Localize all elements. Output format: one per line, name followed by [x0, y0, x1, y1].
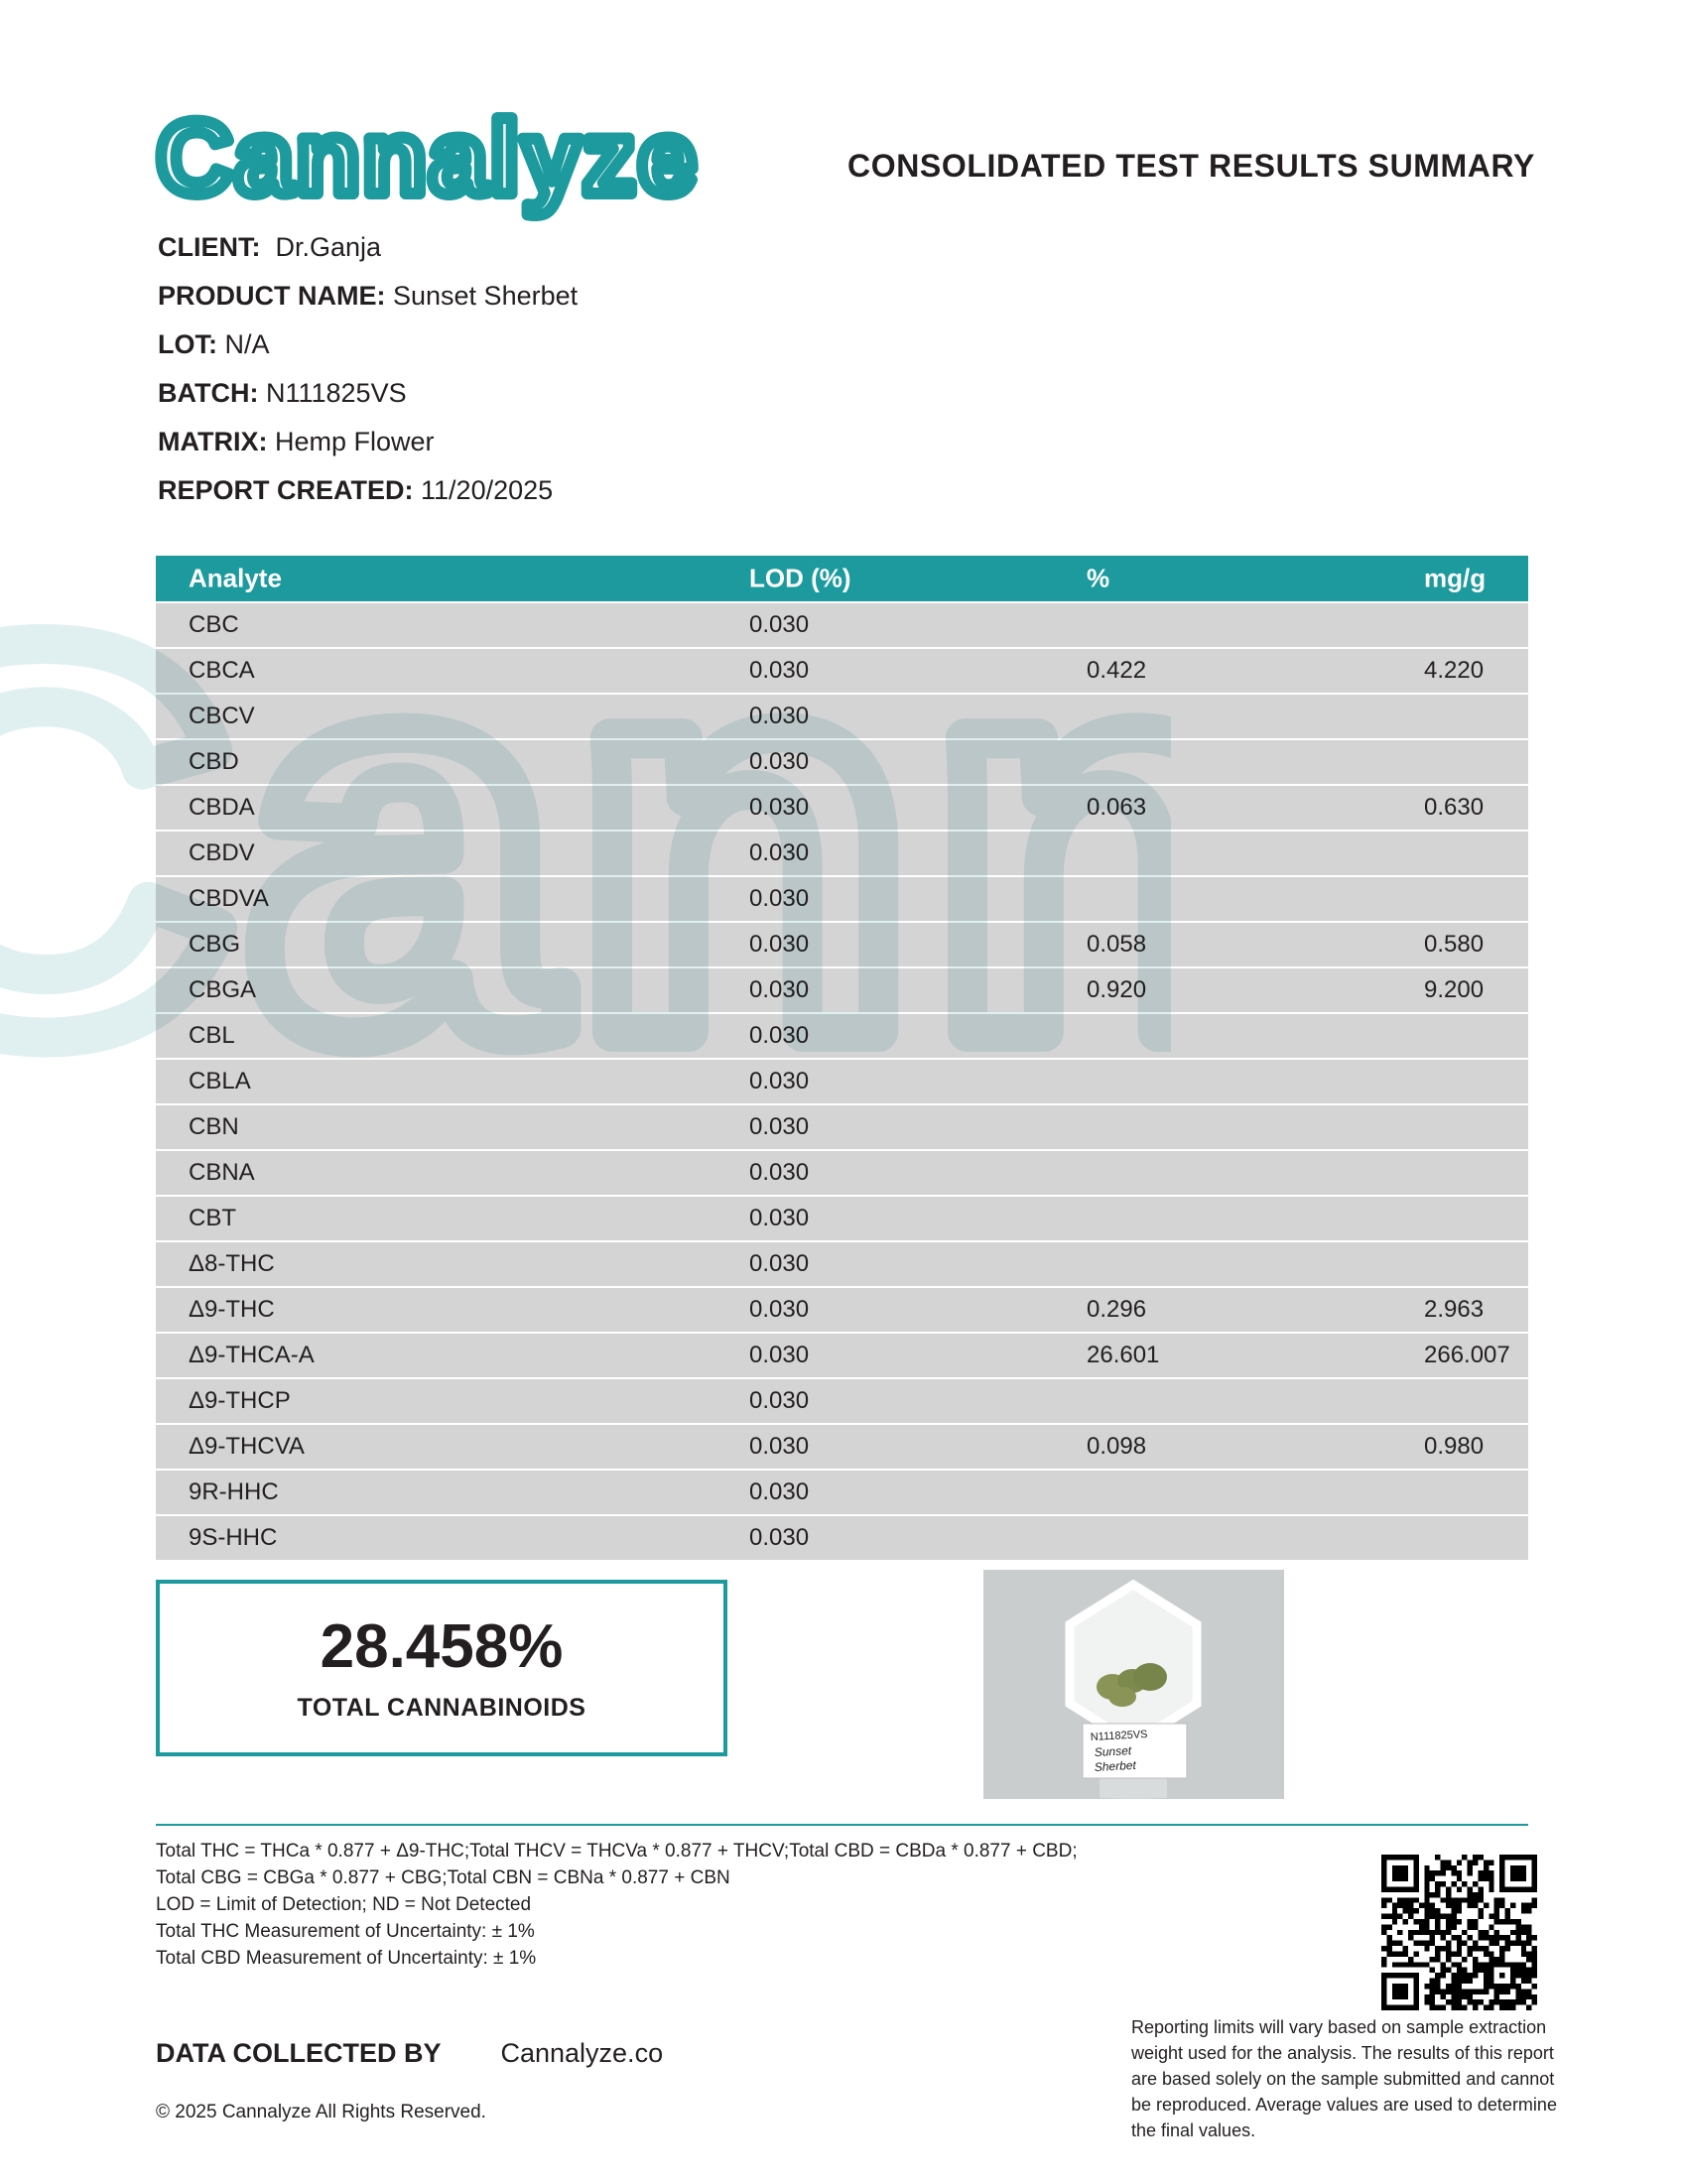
svg-text:Sunset: Sunset [1094, 1743, 1132, 1759]
svg-text:Cannalyze: Cannalyze [157, 100, 699, 216]
svg-text:Sherbet: Sherbet [1094, 1758, 1136, 1774]
